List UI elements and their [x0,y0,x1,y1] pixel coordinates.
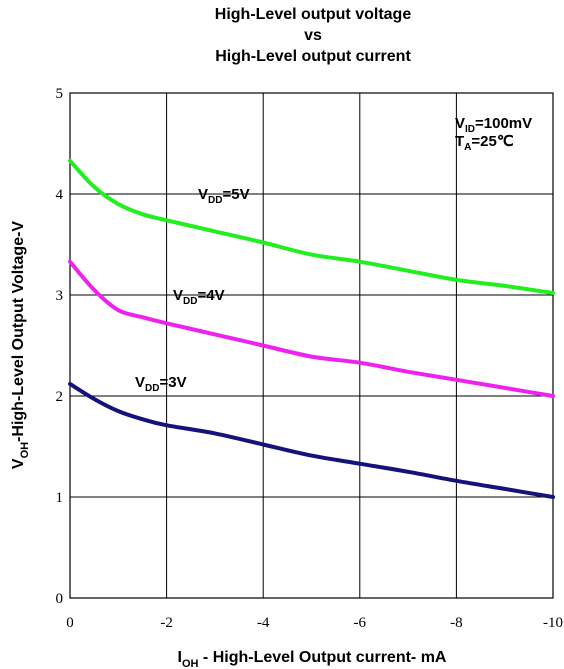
x-tick-label: 0 [66,615,74,631]
x-tick-label: -10 [543,615,563,631]
series-label-0: VDD=5V [198,186,250,206]
series-label-2: VDD=3V [135,374,187,394]
x-tick-label: -4 [257,615,270,631]
y-tick-label: 5 [56,86,64,102]
condition-vid-label: VID=100mV [455,115,532,135]
plot-area-border [69,92,554,599]
x-tick-label: -8 [450,615,463,631]
y-axis-title: VOH-High-Level Output Voltage-V [10,221,31,470]
chart-title-line-1: High-Level output voltage [214,6,412,23]
y-tick-label: 0 [56,591,64,607]
chart-title-line-3: High-Level output current [215,48,411,65]
y-tick-label: 1 [56,490,64,506]
series-lines [68,158,555,499]
series-line-0 [68,158,555,295]
series-labels: VDD=5V VDD=4V VDD=3V [135,186,250,394]
chart-title-line-2: vs [304,27,322,44]
grid-lines [69,92,554,599]
y-tick-label: 2 [56,389,64,405]
condition-ta-label: TA=25℃ [455,133,514,153]
y-tick-label: 3 [56,288,64,304]
axis-tick-labels: 0 -2 -4 -6 -8 -10 0 1 2 3 4 5 [56,86,564,631]
series-line-2 [68,381,555,499]
series-label-1: VDD=4V [173,287,225,307]
x-tick-label: -6 [354,615,367,631]
x-tick-label: -2 [160,615,173,631]
series-line-1 [68,259,555,398]
y-tick-label: 4 [56,187,64,203]
x-axis-title: IOH - High-Level Output current- mA [178,649,447,669]
